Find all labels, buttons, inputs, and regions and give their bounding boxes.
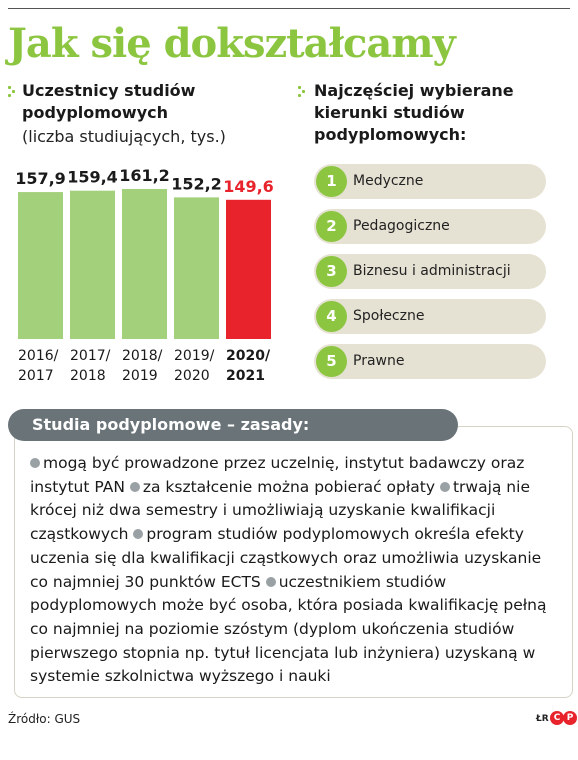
x-tick-label-line: 2018 [70, 368, 106, 384]
top-field-item: 3 Biznesu i administracji [314, 254, 546, 289]
left-section-title-line: podyplomowych [22, 103, 169, 122]
bar-value-label: 159,4 [67, 168, 118, 187]
right-section-title: Najczęściej wybierane kierunki studiów p… [314, 80, 514, 146]
rule-text: mogą być prowadzone przez uczelnię, inst… [30, 454, 525, 496]
x-tick-label-line: 2018/ [122, 348, 163, 364]
top-field-item: 1 Medyczne [314, 164, 546, 199]
rule-item: trwają nie krócej niż dwa semestry i umo… [30, 478, 530, 543]
x-tick-label: 2019/2020 [174, 346, 214, 386]
bar-value-label: 149,6 [223, 177, 274, 196]
rank-badge: 1 [316, 166, 347, 197]
x-tick-label: 2017/2018 [70, 346, 110, 386]
x-tick-label: 2018/2019 [122, 346, 162, 386]
right-section-title-line: Najczęściej wybierane [314, 81, 514, 100]
rule-item: uczestnikiem studiów podyplomowych może … [30, 573, 546, 686]
x-tick-label-line: 2019/ [174, 348, 215, 364]
top-field-label: Medyczne [353, 173, 424, 189]
chart-bar [174, 197, 219, 339]
left-section-subtitle: (liczba studiujących, tys.) [22, 127, 226, 146]
left-section-title-line: Uczestnicy studiów [22, 81, 196, 100]
source-note: Źródło: GUS [8, 712, 81, 726]
publisher-logo-icon: C [550, 711, 564, 725]
rule-text: trwają nie krócej niż dwa semestry i umo… [30, 477, 530, 544]
bullet-dot-icon [133, 529, 144, 540]
chart-bar [122, 189, 167, 339]
chart-bar [70, 190, 115, 339]
chart-bar [226, 199, 271, 339]
rules-box [14, 426, 573, 698]
bullet-dot-icon [129, 481, 140, 492]
rank-badge: 3 [316, 256, 347, 287]
right-section-title-line: kierunki studiów [314, 103, 465, 122]
page-title: Jak się dokształcamy [8, 20, 456, 67]
rule-item: za kształcenie można pobierać opłaty [129, 477, 440, 496]
x-tick-label-line: 2016/ [18, 348, 59, 364]
rules-heading: Studia podyplomowe – zasady: [8, 409, 458, 441]
x-tick-label-line: 2020 [174, 368, 210, 384]
right-section-title-line: podyplomowych: [314, 125, 467, 144]
bullet-dot-icon [30, 458, 40, 468]
section-bullet-icon [298, 86, 308, 100]
top-field-label: Pedagogiczne [353, 218, 450, 234]
x-tick-label: 2016/2017 [18, 346, 58, 386]
rules-text: mogą być prowadzone przez uczelnię, inst… [30, 452, 560, 689]
top-rule [8, 8, 570, 9]
top-field-label: Prawne [353, 353, 405, 369]
top-field-label: Społeczne [353, 308, 425, 324]
chart-bar [18, 192, 63, 339]
x-tick-label-line: 2020/ [226, 348, 271, 364]
author-signature: ŁR C P [536, 710, 578, 730]
author-initials: ŁR [536, 714, 549, 724]
bar-value-label: 161,2 [119, 166, 170, 185]
rank-badge: 4 [316, 301, 347, 332]
top-field-item: 4 Społeczne [314, 299, 546, 334]
top-field-label: Biznesu i administracji [353, 263, 511, 279]
x-tick-label-line: 2017 [18, 368, 54, 384]
top-field-item: 2 Pedagogiczne [314, 209, 546, 244]
rule-item: mogą być prowadzone przez uczelnię, inst… [30, 454, 524, 496]
x-tick-label: 2020/2021 [226, 346, 270, 386]
bar-value-label: 157,9 [15, 169, 66, 188]
bullet-dot-icon [439, 481, 450, 492]
rule-text: uczestnikiem studiów podyplomowych może … [30, 572, 547, 686]
rule-text: za kształcenie można pobierać opłaty [142, 477, 436, 496]
rule-text: program studiów podyplomowych określa ef… [30, 525, 542, 591]
rank-badge: 2 [316, 211, 347, 242]
bullet-dot-icon [265, 576, 276, 587]
section-bullet-icon [8, 86, 18, 100]
rank-badge: 5 [316, 346, 347, 377]
top-fields-list: 1 Medyczne 2 Pedagogiczne 3 Biznesu i ad… [314, 164, 546, 389]
rule-item: program studiów podyplomowych określa ef… [30, 525, 541, 590]
x-tick-label-line: 2017/ [70, 348, 111, 364]
publisher-logo-icon: P [563, 711, 577, 725]
x-tick-label-line: 2021 [226, 368, 265, 384]
top-field-item: 5 Prawne [314, 344, 546, 379]
x-tick-label-line: 2019 [122, 368, 158, 384]
left-section-title: Uczestnicy studiów podyplomowych [22, 80, 195, 124]
bar-value-label: 152,2 [171, 174, 222, 193]
bar-chart: 157,9 159,4 161,2 152,2 149,6 [15, 166, 274, 339]
